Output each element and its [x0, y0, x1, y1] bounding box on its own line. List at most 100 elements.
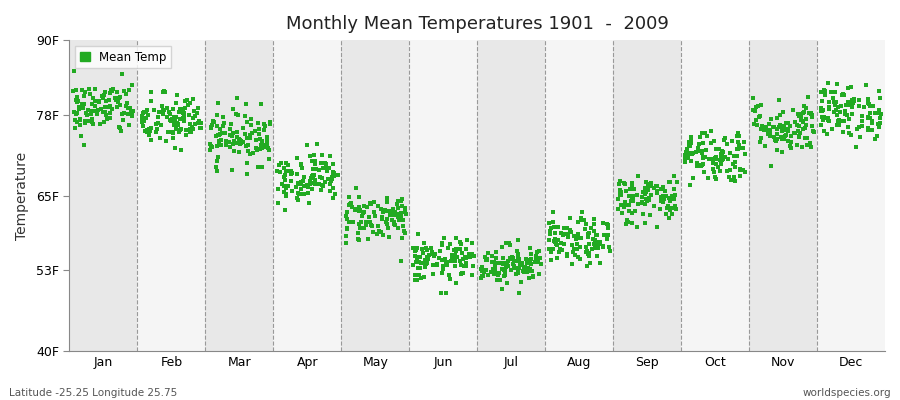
Point [733, 166, 747, 172]
Point [682, 139, 697, 145]
Point [122, 86, 136, 93]
Point [683, 150, 698, 156]
Point [348, 206, 363, 212]
Point [392, 198, 406, 204]
Point [223, 126, 238, 132]
Point [351, 236, 365, 242]
Point [662, 178, 676, 185]
Point [453, 239, 467, 245]
Point [111, 95, 125, 101]
Point [165, 118, 179, 124]
Point [211, 154, 225, 160]
Point [140, 126, 154, 133]
Point [684, 151, 698, 157]
Point [342, 202, 356, 208]
Point [160, 105, 175, 111]
Point [452, 246, 466, 252]
Point [614, 202, 628, 208]
Point [251, 120, 266, 126]
Point [708, 176, 723, 182]
Point [263, 119, 277, 125]
Point [325, 176, 339, 182]
Point [845, 111, 859, 117]
Point [659, 211, 673, 217]
Point [617, 201, 632, 207]
Point [585, 246, 599, 252]
Point [109, 96, 123, 102]
Point [525, 267, 539, 274]
Point [391, 212, 405, 218]
Point [790, 111, 805, 117]
Point [511, 256, 526, 263]
Point [615, 210, 629, 216]
Point [93, 121, 107, 128]
Point [323, 188, 338, 194]
Point [427, 253, 441, 259]
Point [414, 260, 428, 266]
Point [174, 147, 188, 153]
Point [210, 123, 224, 129]
Point [775, 149, 789, 156]
Point [411, 254, 426, 260]
Point [320, 168, 334, 174]
Point [641, 182, 655, 188]
Point [341, 219, 356, 225]
Point [548, 236, 562, 243]
Point [491, 277, 505, 283]
Point [861, 114, 876, 121]
Point [692, 148, 706, 154]
Point [174, 106, 188, 112]
Point [508, 271, 523, 277]
Point [804, 111, 818, 118]
Point [758, 127, 772, 134]
Point [97, 104, 112, 111]
Point [279, 184, 293, 191]
Point [500, 280, 515, 286]
Point [323, 180, 338, 187]
Point [746, 121, 760, 128]
Point [729, 133, 743, 139]
Point [363, 200, 377, 207]
Point [506, 254, 520, 261]
Point [806, 112, 820, 118]
Point [528, 253, 543, 260]
Point [148, 121, 163, 127]
Point [788, 118, 802, 125]
Point [75, 87, 89, 93]
Point [580, 251, 595, 258]
Point [668, 202, 682, 209]
Point [832, 108, 847, 115]
Point [273, 169, 287, 175]
Point [426, 261, 440, 268]
Point [305, 180, 320, 187]
Point [248, 145, 263, 152]
Point [83, 91, 97, 98]
Point [823, 118, 837, 124]
Point [171, 122, 185, 128]
Point [792, 111, 806, 117]
Point [689, 160, 704, 166]
Point [210, 168, 224, 174]
Bar [681, 40, 749, 351]
Point [364, 219, 378, 225]
Point [662, 195, 677, 202]
Point [684, 136, 698, 142]
Point [103, 114, 117, 121]
Point [626, 198, 640, 204]
Point [746, 95, 760, 102]
Bar [69, 40, 138, 351]
Point [835, 128, 850, 135]
Point [797, 109, 812, 116]
Point [706, 160, 721, 166]
Point [695, 148, 709, 154]
Point [654, 186, 669, 192]
Point [393, 210, 408, 216]
Point [836, 118, 850, 124]
Point [754, 123, 769, 130]
Point [207, 119, 221, 126]
Point [295, 165, 310, 172]
Point [556, 232, 571, 238]
Point [707, 138, 722, 144]
Point [187, 113, 202, 119]
Point [507, 265, 521, 271]
